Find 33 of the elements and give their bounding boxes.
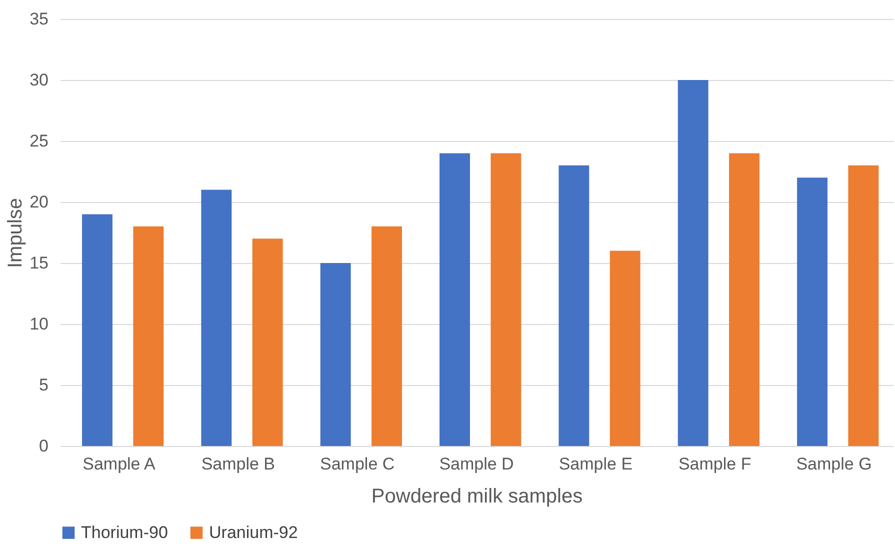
y-tick-label: 20 (30, 192, 48, 212)
x-tick-label: Sample F (678, 454, 752, 474)
bar (372, 226, 402, 446)
bar (797, 178, 828, 446)
legend-label: Thorium-90 (81, 522, 168, 542)
y-axis-title: Impulse (4, 198, 27, 268)
bar (252, 238, 283, 446)
y-tick-label: 15 (30, 254, 48, 272)
x-tick-label: Sample C (320, 454, 395, 474)
y-tick-label: 5 (39, 376, 48, 394)
bar (729, 153, 760, 446)
x-tick-label: Sample B (201, 454, 276, 474)
bar (490, 153, 522, 446)
bar (678, 80, 708, 446)
y-tick-label: 30 (30, 70, 48, 90)
bar (133, 226, 164, 446)
x-axis-title: Powdered milk samples (371, 486, 583, 508)
legend-label: Uranium-92 (209, 522, 298, 542)
y-tick-label: 25 (30, 132, 48, 150)
x-tick-label: Sample A (82, 454, 156, 474)
bar (320, 263, 351, 446)
y-tick-label: 0 (39, 436, 48, 456)
y-tick-label: 35 (30, 10, 48, 28)
y-tick-label: 10 (30, 314, 48, 334)
bar (440, 153, 470, 446)
x-tick-label: Sample D (439, 454, 514, 474)
bar (201, 190, 232, 446)
bar (610, 250, 640, 446)
bar (558, 165, 590, 446)
x-tick-label: Sample E (558, 454, 633, 474)
bar (848, 165, 879, 446)
x-tick-label: Sample G (796, 454, 872, 474)
bar (82, 214, 112, 446)
